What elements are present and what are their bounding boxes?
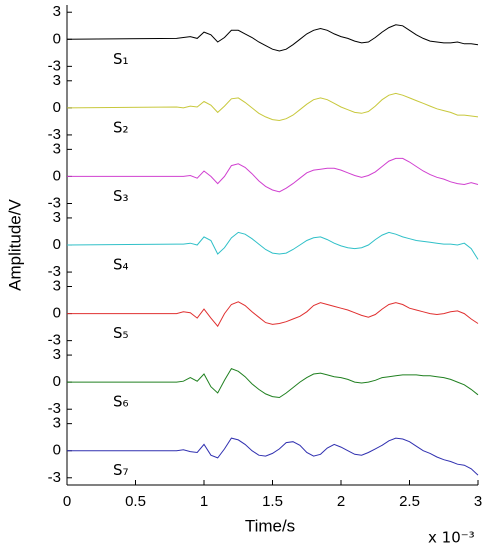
signal-line <box>66 231 479 260</box>
signal-line <box>66 92 479 122</box>
y-tick-label: 0 <box>53 373 61 390</box>
y-tick-label: -3 <box>48 57 61 74</box>
y-tick-label: 0 <box>53 442 61 459</box>
y-tick-label: 0 <box>53 236 61 253</box>
series-label: S₁ <box>113 50 129 68</box>
y-tick-label: 0 <box>53 305 61 322</box>
series-label: S₃ <box>113 187 129 205</box>
y-axis-label: Amplitude/V <box>5 199 24 291</box>
x-tick-label: 0.5 <box>125 493 146 510</box>
series-label: S₂ <box>113 118 129 136</box>
y-tick-label: 3 <box>53 277 61 294</box>
y-tick-label: 3 <box>53 346 61 363</box>
y-tick-label: -3 <box>48 194 61 211</box>
y-tick-label: 3 <box>53 209 61 226</box>
y-tick-label: 3 <box>53 415 61 432</box>
y-tick-label: 3 <box>53 72 61 89</box>
x-tick-label: 0 <box>63 493 71 510</box>
signal-line <box>67 367 479 399</box>
x-tick-label: 1 <box>200 493 208 510</box>
y-tick-label: 0 <box>53 167 61 184</box>
y-tick-label: 3 <box>53 140 61 157</box>
y-tick-label: -3 <box>48 469 61 486</box>
y-tick-label: -3 <box>48 332 61 349</box>
y-tick-label: 0 <box>53 99 61 116</box>
y-tick-label: 3 <box>53 3 61 20</box>
y-tick-label: 0 <box>53 30 61 47</box>
x-tick-label: 3 <box>474 493 482 510</box>
x-axis-label: Time/s <box>245 516 295 535</box>
series-label: S₄ <box>113 256 129 274</box>
signal-line <box>66 24 479 52</box>
y-tick-label: -3 <box>48 400 61 417</box>
series-label: S₅ <box>113 324 129 342</box>
x-tick-label: 2 <box>337 493 345 510</box>
signal-line <box>67 301 479 328</box>
x-multiplier: x 10⁻³ <box>428 529 475 547</box>
signal-line <box>67 437 479 476</box>
y-tick-label: -3 <box>48 126 61 143</box>
series-label: S₇ <box>113 461 129 479</box>
series-label: S₆ <box>113 393 129 411</box>
y-tick-label: -3 <box>48 263 61 280</box>
x-tick-label: 2.5 <box>399 493 420 510</box>
x-tick-label: 1.5 <box>262 493 283 510</box>
signal-line <box>67 157 479 193</box>
